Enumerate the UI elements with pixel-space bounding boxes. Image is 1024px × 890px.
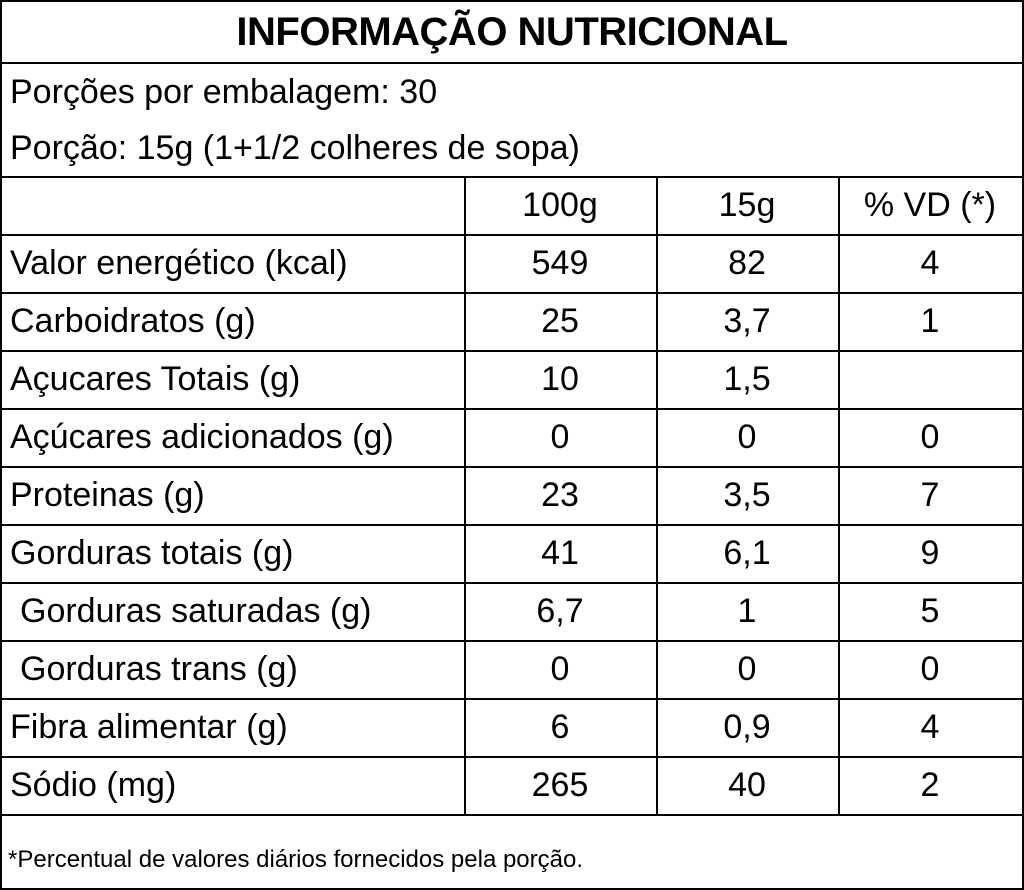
value-per-serving: 1,5 — [723, 360, 771, 398]
nutrient-name: Açucares Totais (g) — [10, 360, 301, 398]
value-per-100g: 25 — [541, 302, 579, 340]
nutrient-name: Sódio (mg) — [10, 766, 177, 804]
value-daily-percent: 2 — [920, 766, 940, 804]
value-per-serving: 6,1 — [723, 534, 771, 572]
value-daily-percent: 7 — [920, 476, 940, 514]
value-daily-percent: 5 — [920, 592, 940, 630]
value-per-100g: 6 — [550, 708, 570, 746]
nutrient-name: Valor energético (kcal) — [10, 244, 348, 282]
table-rule — [2, 524, 1022, 526]
column-rule — [656, 176, 658, 814]
column-header-100g: 100g — [522, 186, 598, 224]
column-header-daily-value: % VD (*) — [863, 186, 997, 224]
column-rule — [464, 176, 466, 814]
value-daily-percent: 4 — [920, 244, 940, 282]
table-rule — [2, 582, 1022, 584]
servings-per-package: Porções por embalagem: 30 — [10, 73, 438, 111]
value-per-100g: 0 — [550, 650, 570, 688]
nutrient-name: Proteinas (g) — [10, 476, 205, 514]
value-daily-percent — [838, 350, 1022, 408]
nutrient-name: Fibra alimentar (g) — [10, 708, 288, 746]
value-per-serving: 82 — [728, 244, 766, 282]
nutrient-name: Açúcares adicionados (g) — [10, 418, 394, 456]
value-per-serving: 0 — [737, 418, 757, 456]
value-per-100g: 41 — [541, 534, 579, 572]
value-per-100g: 10 — [541, 360, 579, 398]
value-per-100g: 0 — [550, 418, 570, 456]
table-rule — [2, 176, 1022, 178]
nutrient-name: Gorduras totais (g) — [10, 534, 294, 572]
column-rule — [838, 176, 840, 814]
table-rule — [2, 408, 1022, 410]
value-per-serving: 0,9 — [723, 708, 771, 746]
table-rule — [2, 234, 1022, 236]
table-rule — [2, 292, 1022, 294]
value-per-serving: 40 — [728, 766, 766, 804]
nutrient-name: Gorduras trans (g) — [20, 650, 298, 688]
value-per-100g: 265 — [531, 766, 589, 804]
value-per-serving: 3,7 — [723, 302, 771, 340]
label-title: INFORMAÇÃO NUTRICIONAL — [2, 2, 1022, 64]
table-rule — [2, 466, 1022, 468]
footnote: *Percentual de valores diários fornecido… — [8, 846, 584, 873]
value-daily-percent: 9 — [920, 534, 940, 572]
value-per-100g: 23 — [541, 476, 579, 514]
table-rule — [2, 350, 1022, 352]
table-rule — [2, 756, 1022, 758]
value-per-100g: 549 — [531, 244, 589, 282]
column-header-serving: 15g — [718, 186, 776, 224]
value-daily-percent: 0 — [920, 650, 940, 688]
table-rule — [2, 814, 1022, 816]
value-per-100g: 6,7 — [536, 592, 584, 630]
value-daily-percent: 0 — [920, 418, 940, 456]
serving-size: Porção: 15g (1+1/2 colheres de sopa) — [10, 129, 580, 167]
table-rule — [2, 698, 1022, 700]
value-per-serving: 3,5 — [723, 476, 771, 514]
table-rule — [2, 640, 1022, 642]
value-daily-percent: 4 — [920, 708, 940, 746]
value-daily-percent: 1 — [920, 302, 940, 340]
value-per-serving: 1 — [737, 592, 757, 630]
nutrient-name: Carboidratos (g) — [10, 302, 256, 340]
nutrient-name: Gorduras saturadas (g) — [20, 592, 372, 630]
value-per-serving: 0 — [737, 650, 757, 688]
